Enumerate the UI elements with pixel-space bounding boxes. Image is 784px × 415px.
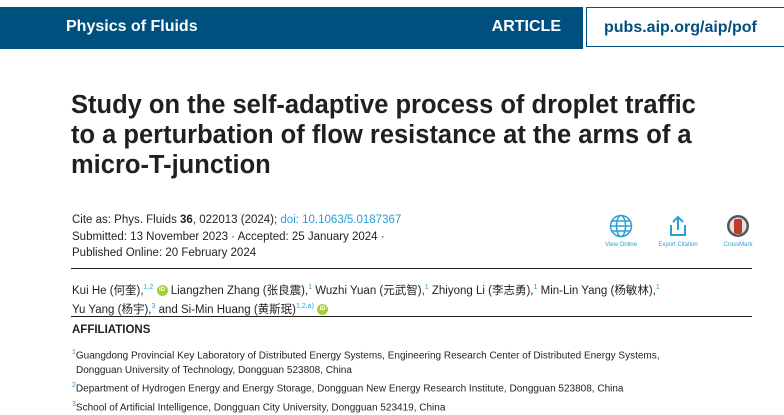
author-affiliation-ref: 1,2 xyxy=(143,284,154,291)
divider xyxy=(71,268,752,269)
crossmark-icon xyxy=(727,215,749,237)
journal-name: Physics of Fluids xyxy=(66,18,198,35)
author-affiliation-ref: 1,2,a) xyxy=(296,302,314,310)
journal-header-bar: Physics of Fluids ARTICLE xyxy=(0,7,583,49)
article-title: Study on the self-adaptive process of dr… xyxy=(71,91,696,179)
author[interactable]: and Si-Min Huang (黄斯珉)1,2,a) xyxy=(158,302,314,316)
orcid-icon[interactable]: iD xyxy=(317,304,329,316)
author-name: Kui He (何奎), xyxy=(72,284,144,297)
journal-url-link[interactable]: pubs.aip.org/aip/pof xyxy=(586,7,784,47)
affiliation-item: 2Department of Hydrogen Energy and Energ… xyxy=(72,378,762,396)
cite-prefix: Cite as: Phys. Fluids xyxy=(72,214,181,226)
author-name: and Si-Min Huang (黄斯珉) xyxy=(158,303,296,316)
affiliation-number: 3 xyxy=(72,400,76,408)
globe-icon xyxy=(609,214,633,238)
author[interactable]: Min-Lin Yang (杨敏林),1 xyxy=(540,284,660,297)
affiliation-item: 3School of Artificial Intelligence, Dong… xyxy=(72,397,762,415)
cite-rest: , 022013 (2024); xyxy=(192,214,281,226)
affiliation-number: 2 xyxy=(72,382,76,390)
export-citation-label: Export Citation xyxy=(658,242,698,248)
export-icon xyxy=(670,215,686,236)
affiliation-number: 1 xyxy=(72,349,76,356)
author[interactable]: Wuzhi Yuan (元武智),1 xyxy=(315,284,429,297)
author-list: Kui He (何奎),1,2 iD Liangzhen Zhang (张良震)… xyxy=(72,280,752,318)
author[interactable]: Liangzhen Zhang (张良震),1 xyxy=(170,284,313,297)
author-name: Wuzhi Yuan (元武智), xyxy=(315,284,425,297)
author-name: Zhiyong Li (李志勇), xyxy=(431,284,534,297)
published-date: Published Online: 20 February 2024 xyxy=(72,247,257,259)
author-name: Liangzhen Zhang (张良震), xyxy=(170,284,309,297)
author[interactable]: Yu Yang (杨宇),3 xyxy=(72,302,156,316)
submitted-dates: Submitted: 13 November 2023 · Accepted: … xyxy=(72,230,385,243)
affiliation-text: School of Artificial Intelligence, Dongg… xyxy=(75,401,446,413)
divider xyxy=(71,316,752,317)
author-name: Min-Lin Yang (杨敏林), xyxy=(540,284,656,297)
author[interactable]: Zhiyong Li (李志勇),1 xyxy=(431,284,538,297)
affiliations-list: 1Guangdong Provincial Key Laboratory of … xyxy=(72,345,762,415)
doi-link[interactable]: doi: 10.1063/5.0187367 xyxy=(280,214,402,226)
author-affiliation-ref: 1 xyxy=(655,284,660,291)
affiliations-heading: AFFILIATIONS xyxy=(72,324,151,336)
affiliation-text: Guangdong Provincial Key Laboratory of D… xyxy=(75,350,660,362)
author-affiliation-ref: 1 xyxy=(308,284,313,291)
author-affiliation-ref: 3 xyxy=(151,302,156,310)
crossmark-button[interactable]: CrossMark xyxy=(713,214,763,248)
export-citation-button[interactable]: Export Citation xyxy=(653,214,703,248)
author-affiliation-ref: 1 xyxy=(424,284,429,291)
citation-block: Cite as: Phys. Fluids 36, 022013 (2024);… xyxy=(72,212,401,262)
orcid-icon[interactable]: iD xyxy=(156,285,168,297)
view-online-label: View Online xyxy=(605,242,637,248)
author-name: Yu Yang (杨宇), xyxy=(72,303,152,316)
article-type: ARTICLE xyxy=(491,18,561,35)
affiliation-text: Department of Hydrogen Energy and Energy… xyxy=(75,383,624,395)
affiliation-item: 1Guangdong Provincial Key Laboratory of … xyxy=(72,345,762,363)
affiliation-item-continued: Dongguan University of Technology, Dongg… xyxy=(76,365,352,377)
article-tools: View Online Export Citation CrossMark xyxy=(600,214,760,259)
crossmark-label: CrossMark xyxy=(723,242,753,248)
view-online-button[interactable]: View Online xyxy=(596,214,646,248)
author[interactable]: Kui He (何奎),1,2 xyxy=(72,284,154,297)
cite-volume: 36 xyxy=(180,214,193,226)
author-affiliation-ref: 1 xyxy=(533,284,538,291)
